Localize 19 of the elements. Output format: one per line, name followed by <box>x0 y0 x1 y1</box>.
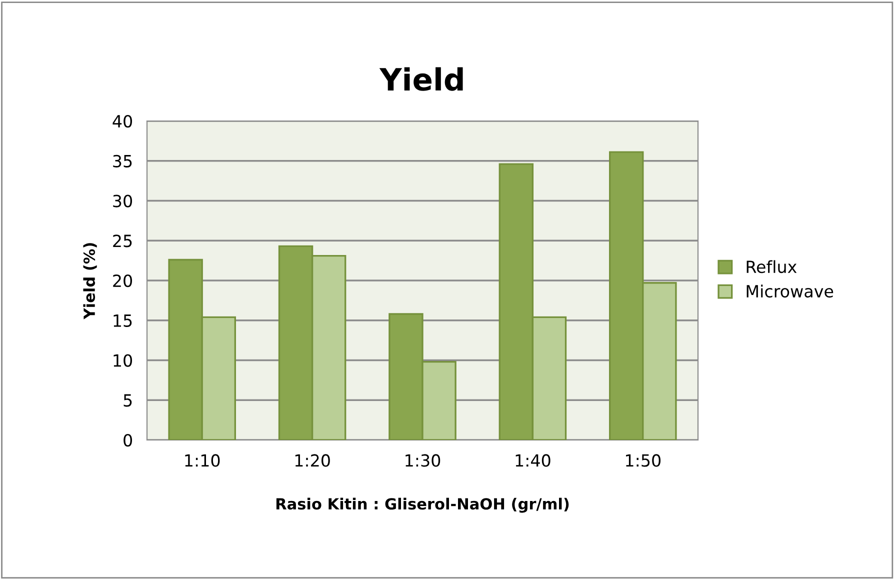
x-tick-label: 1:30 <box>406 454 440 467</box>
x-tick-label: 1:50 <box>626 454 661 467</box>
chart-title: Yield <box>379 67 463 91</box>
y-tick-label: 5 <box>124 394 132 407</box>
y-tick-label: 15 <box>114 314 132 327</box>
y-tick-label: 35 <box>113 154 132 168</box>
x-tick-label: 1:20 <box>295 454 330 467</box>
y-tick-label: 25 <box>113 234 132 248</box>
legend-label: Microwave <box>746 284 834 298</box>
y-tick-label: 0 <box>124 434 132 447</box>
x-axis-title: Rasio Kitin : Gliserol-NaOH (gr/ml) <box>276 498 569 513</box>
y-tick-label: 40 <box>112 114 132 128</box>
x-tick-label: 1:10 <box>185 454 220 467</box>
y-axis-title: Yield (%) <box>83 243 97 320</box>
x-tick-label: 1:40 <box>516 454 550 467</box>
y-tick-label: 30 <box>113 194 132 208</box>
legend-label: Reflux <box>746 260 797 274</box>
y-tick-label: 20 <box>113 274 132 288</box>
y-tick-label: 10 <box>114 354 132 367</box>
